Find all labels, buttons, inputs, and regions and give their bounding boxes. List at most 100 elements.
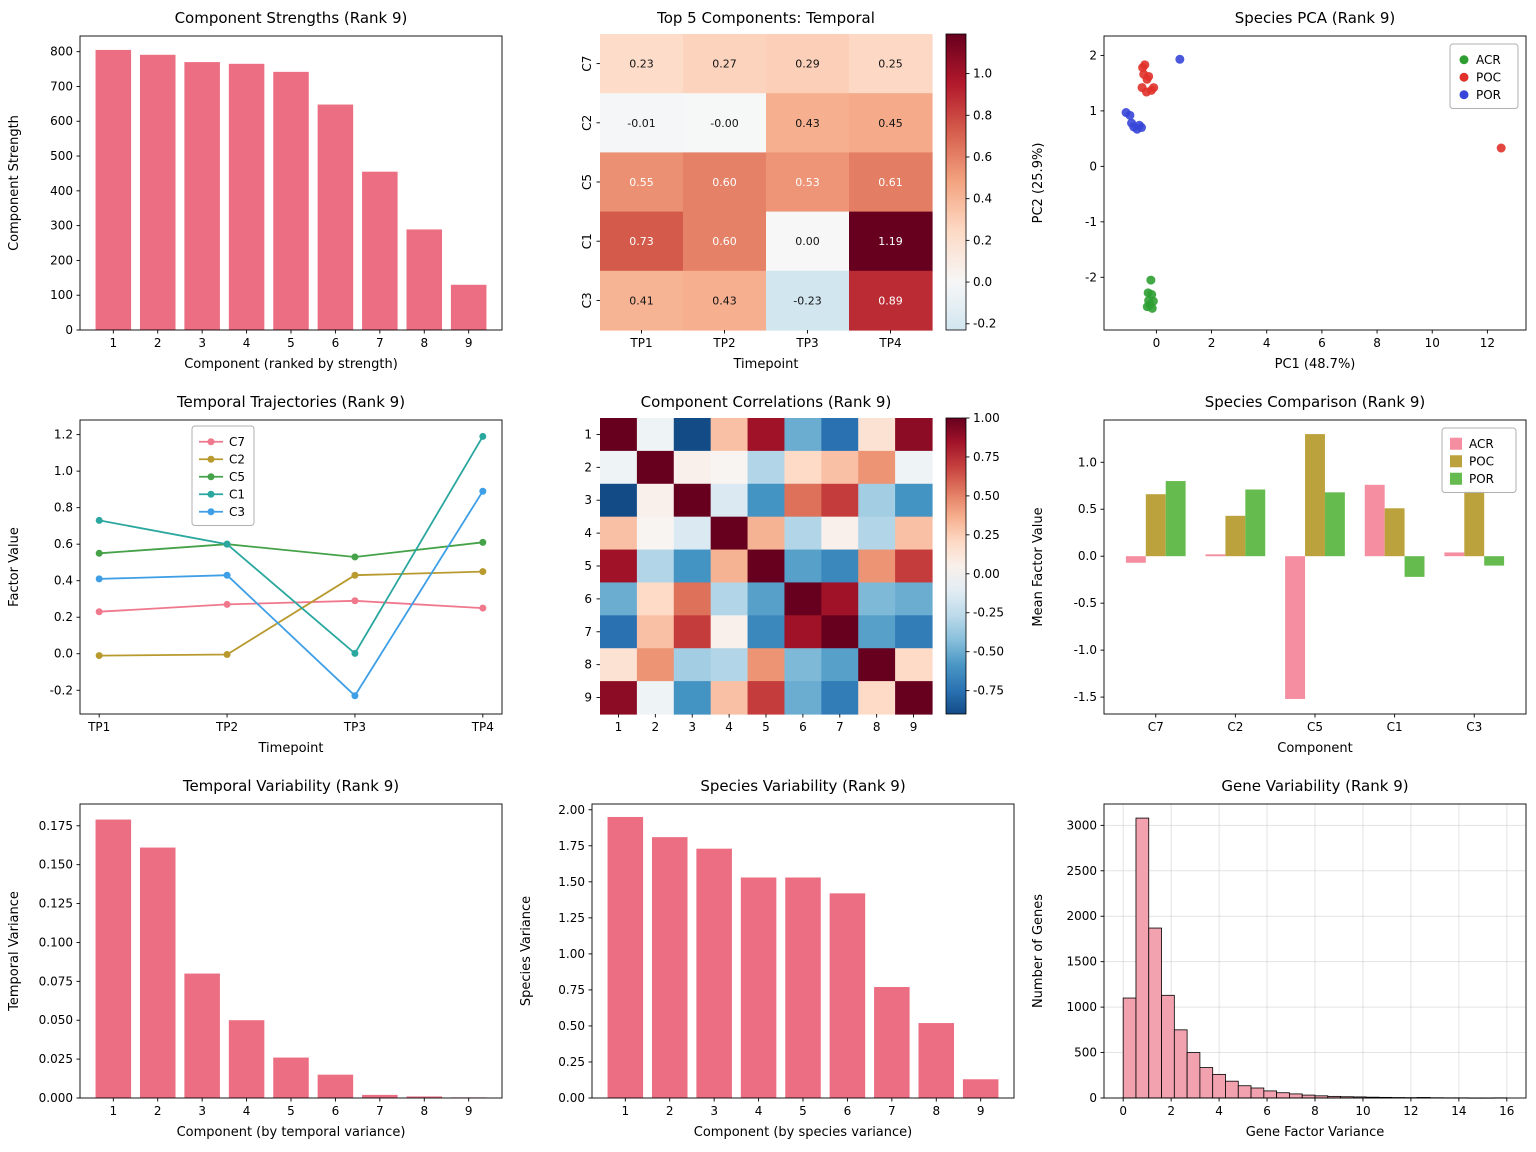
- svg-text:0.150: 0.150: [39, 858, 73, 872]
- svg-text:4: 4: [243, 336, 251, 350]
- svg-text:2: 2: [154, 1104, 162, 1118]
- svg-text:9: 9: [584, 691, 592, 705]
- svg-text:Component: Component: [1277, 741, 1352, 756]
- svg-text:Species Variance: Species Variance: [519, 896, 534, 1006]
- svg-text:C7: C7: [1148, 720, 1164, 734]
- svg-text:4: 4: [755, 1104, 763, 1118]
- svg-text:PC2 (25.9%): PC2 (25.9%): [1031, 143, 1046, 224]
- species-variability-plot: 1 2 3 4 5 6 7 8 9 0.00 0.25 0.50 0.75 1.00 1.25 1.50 1.7…: [519, 803, 1015, 1140]
- line-series: [95, 432, 487, 700]
- svg-text:0.25: 0.25: [558, 1055, 585, 1069]
- svg-text:9: 9: [910, 720, 918, 734]
- svg-text:9: 9: [977, 1104, 985, 1118]
- svg-text:0.61: 0.61: [878, 176, 903, 189]
- svg-text:6: 6: [1263, 1104, 1271, 1118]
- svg-text:TP4: TP4: [878, 336, 901, 350]
- svg-text:-1: -1: [1085, 215, 1097, 229]
- svg-text:1.2: 1.2: [54, 428, 73, 442]
- svg-text:0.025: 0.025: [39, 1052, 73, 1066]
- svg-text:0.55: 0.55: [629, 176, 654, 189]
- svg-text:Number of Genes: Number of Genes: [1031, 894, 1046, 1008]
- svg-text:2: 2: [1089, 48, 1097, 62]
- svg-text:0: 0: [65, 323, 73, 337]
- chart-species-variability: Species Variability (Rank 9) 1 2 3 4 5 6 7 8 9 0.…: [512, 768, 1024, 1152]
- svg-text:0.2: 0.2: [54, 610, 73, 624]
- svg-text:2: 2: [154, 336, 162, 350]
- svg-text:0.45: 0.45: [878, 117, 903, 130]
- svg-text:1: 1: [615, 720, 623, 734]
- svg-text:0.8: 0.8: [973, 108, 992, 122]
- svg-text:4: 4: [584, 526, 592, 540]
- axes: 0 2 4 6 8 10 12 14 16 0 500 1000 1500 2000 2500 3000 Gen…: [1031, 803, 1527, 1140]
- svg-text:800: 800: [50, 45, 73, 59]
- svg-text:500: 500: [1074, 1046, 1097, 1060]
- svg-text:12: 12: [1480, 336, 1495, 350]
- svg-text:4: 4: [1263, 336, 1271, 350]
- svg-text:1.25: 1.25: [558, 911, 585, 925]
- svg-text:TP3: TP3: [795, 336, 818, 350]
- svg-text:0: 0: [1153, 336, 1161, 350]
- chart-species-pca: Species PCA (Rank 9) 0 2 4 6 8 10 12 -2 -1 0 1 2 PC1…: [1024, 0, 1536, 384]
- svg-text:C2: C2: [229, 452, 245, 466]
- svg-text:9: 9: [465, 336, 473, 350]
- svg-text:1: 1: [109, 336, 117, 350]
- legend: ACR POC POR: [1441, 427, 1517, 493]
- svg-text:2: 2: [1208, 336, 1216, 350]
- svg-text:6: 6: [584, 592, 592, 606]
- axes: 1 2 3 4 5 6 7 8 9 0.000 0.025 0.050 0.075 0.100 0.125 0…: [7, 803, 503, 1140]
- colorbar: -0.2 0.0 0.2 0.4 0.6 0.8 1.0: [945, 33, 996, 331]
- svg-text:200: 200: [50, 253, 73, 267]
- svg-text:1.0: 1.0: [54, 464, 73, 478]
- svg-text:C5: C5: [1307, 720, 1323, 734]
- svg-text:0.00: 0.00: [558, 1091, 585, 1105]
- svg-text:8: 8: [420, 336, 428, 350]
- svg-text:0.4: 0.4: [54, 574, 73, 588]
- svg-text:0.27: 0.27: [712, 58, 737, 71]
- svg-text:0.100: 0.100: [39, 935, 73, 949]
- svg-text:TP2: TP2: [215, 720, 238, 734]
- svg-text:0.0: 0.0: [54, 647, 73, 661]
- svg-text:1: 1: [584, 427, 592, 441]
- svg-text:14: 14: [1451, 1104, 1466, 1118]
- svg-text:0.2: 0.2: [973, 233, 992, 247]
- svg-text:600: 600: [50, 114, 73, 128]
- svg-text:0.000: 0.000: [39, 1091, 73, 1105]
- svg-text:1.0: 1.0: [973, 67, 992, 81]
- svg-text:Component Strength: Component Strength: [7, 115, 22, 251]
- svg-text:0.23: 0.23: [629, 58, 654, 71]
- svg-text:1.50: 1.50: [558, 875, 585, 889]
- svg-text:C7: C7: [229, 435, 245, 449]
- svg-text:0.8: 0.8: [54, 501, 73, 515]
- svg-text:0.00: 0.00: [795, 235, 820, 248]
- scatter-points: [1121, 54, 1506, 313]
- svg-text:10: 10: [1425, 336, 1440, 350]
- svg-text:0.075: 0.075: [39, 974, 73, 988]
- svg-text:-0.50: -0.50: [973, 645, 1004, 659]
- svg-text:C3: C3: [229, 505, 245, 519]
- legend: C7 C2 C5 C1 C3: [191, 425, 255, 526]
- svg-text:0.0: 0.0: [1078, 549, 1097, 563]
- svg-text:9: 9: [465, 1104, 473, 1118]
- gene-variability-plot: 0 2 4 6 8 10 12 14 16 0 500 1000 1500 2000 2500 3000 Gen…: [1031, 803, 1527, 1140]
- svg-text:-0.23: -0.23: [793, 294, 821, 307]
- temporal-variability-plot: 1 2 3 4 5 6 7 8 9 0.000 0.025 0.050 0.075 0.100 0.125 0…: [7, 803, 503, 1140]
- svg-text:0.73: 0.73: [629, 235, 654, 248]
- svg-text:TP1: TP1: [87, 720, 110, 734]
- svg-text:1.00: 1.00: [973, 411, 1000, 425]
- svg-text:1000: 1000: [1066, 1000, 1097, 1014]
- svg-text:7: 7: [584, 625, 592, 639]
- svg-text:0.60: 0.60: [712, 176, 737, 189]
- svg-text:1: 1: [621, 1104, 629, 1118]
- axes: TP1 TP2 TP3 TP4 C7 C2 C5 C1 C3 Timepoint: [580, 56, 902, 372]
- svg-text:2: 2: [666, 1104, 674, 1118]
- svg-text:0.41: 0.41: [629, 294, 654, 307]
- svg-text:1500: 1500: [1066, 955, 1097, 969]
- svg-text:2500: 2500: [1066, 864, 1097, 878]
- svg-text:TP3: TP3: [343, 720, 366, 734]
- svg-text:5: 5: [584, 559, 592, 573]
- svg-text:6: 6: [1318, 336, 1326, 350]
- svg-text:C3: C3: [1466, 720, 1482, 734]
- svg-text:C1: C1: [229, 487, 245, 501]
